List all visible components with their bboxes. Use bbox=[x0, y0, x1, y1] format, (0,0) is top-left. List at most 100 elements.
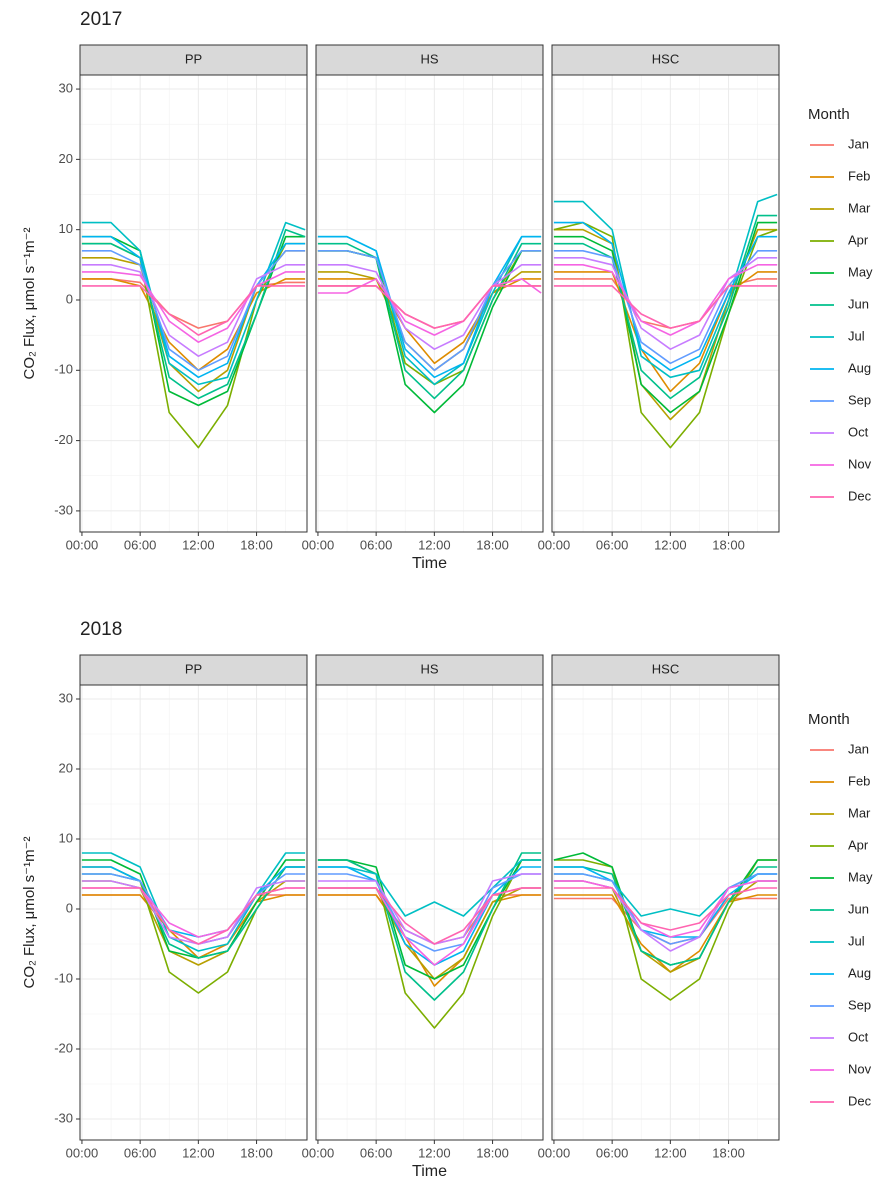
data-line bbox=[317, 285, 542, 329]
legend-label: Oct bbox=[848, 424, 869, 439]
panel-background bbox=[80, 685, 307, 1140]
data-line bbox=[81, 250, 306, 372]
data-line bbox=[317, 859, 542, 917]
panel-background bbox=[316, 75, 543, 532]
data-line bbox=[553, 880, 778, 938]
y-tick-label: -20 bbox=[54, 1040, 73, 1055]
data-line bbox=[553, 873, 778, 945]
data-line bbox=[81, 852, 306, 952]
legend-label: Nov bbox=[848, 1061, 872, 1076]
legend-label: Apr bbox=[848, 232, 869, 247]
y-axis-label: CO₂ Flux, μmol s⁻¹m⁻² bbox=[21, 228, 38, 380]
x-axis-label: Time bbox=[412, 555, 447, 572]
facet-strip bbox=[551, 44, 780, 76]
facet-strip bbox=[79, 44, 308, 76]
facet-label: HS bbox=[420, 661, 438, 676]
data-line bbox=[317, 235, 542, 379]
x-tick-label: 06:00 bbox=[124, 1145, 157, 1160]
x-tick-label: 06:00 bbox=[360, 1145, 393, 1160]
data-line bbox=[317, 894, 542, 987]
data-line bbox=[553, 221, 778, 372]
panel-background bbox=[552, 75, 779, 532]
chart-title: 2017 bbox=[80, 9, 122, 30]
legend-label: Jan bbox=[848, 741, 869, 756]
legend-label: Feb bbox=[848, 168, 870, 183]
x-tick-label: 00:00 bbox=[66, 537, 99, 552]
x-axis-label: Time bbox=[412, 1163, 447, 1180]
y-tick-label: 30 bbox=[59, 80, 73, 95]
legend-label: May bbox=[848, 869, 873, 884]
legend-label: Jul bbox=[848, 933, 865, 948]
x-tick-label: 06:00 bbox=[124, 537, 157, 552]
data-line bbox=[553, 214, 778, 400]
panel-background bbox=[80, 75, 307, 532]
panel-border bbox=[79, 74, 308, 533]
data-line bbox=[553, 285, 778, 329]
y-tick-label: -20 bbox=[54, 432, 73, 447]
x-tick-label: 12:00 bbox=[182, 1145, 215, 1160]
x-tick-label: 18:00 bbox=[712, 537, 745, 552]
data-line bbox=[81, 271, 306, 343]
facet-label: HSC bbox=[652, 51, 679, 66]
y-tick-label: -30 bbox=[54, 502, 73, 517]
facet-label: HSC bbox=[652, 661, 679, 676]
data-line bbox=[81, 235, 306, 379]
x-tick-label: 12:00 bbox=[654, 1145, 687, 1160]
legend-label: May bbox=[848, 264, 873, 279]
facet-strip bbox=[551, 654, 780, 686]
legend-label: Feb bbox=[848, 773, 870, 788]
legend-label: Jan bbox=[848, 136, 869, 151]
facet-strip bbox=[79, 654, 308, 686]
x-tick-label: 06:00 bbox=[596, 537, 629, 552]
legend-label: Jul bbox=[848, 328, 865, 343]
data-line bbox=[553, 264, 778, 336]
legend-label: Sep bbox=[848, 997, 871, 1012]
chart-title: 2018 bbox=[80, 619, 122, 640]
panel-background bbox=[316, 685, 543, 1140]
x-tick-label: 00:00 bbox=[66, 1145, 99, 1160]
data-line bbox=[317, 264, 542, 350]
y-tick-label: -10 bbox=[54, 362, 73, 377]
legend-title: Month bbox=[808, 711, 850, 728]
legend-label: Aug bbox=[848, 360, 871, 375]
y-tick-label: 30 bbox=[59, 690, 73, 705]
legend-label: Jun bbox=[848, 296, 869, 311]
x-tick-label: 06:00 bbox=[596, 1145, 629, 1160]
data-line bbox=[553, 271, 778, 393]
facet-strip bbox=[315, 654, 544, 686]
x-tick-label: 06:00 bbox=[360, 537, 393, 552]
y-tick-label: 0 bbox=[66, 900, 73, 915]
legend-label: Jun bbox=[848, 901, 869, 916]
y-axis-label: CO₂ Flux, μmol s⁻¹m⁻² bbox=[21, 837, 38, 989]
y-tick-label: -30 bbox=[54, 1110, 73, 1125]
legend-title: Month bbox=[808, 106, 850, 123]
x-tick-label: 18:00 bbox=[240, 1145, 273, 1160]
data-line bbox=[553, 859, 778, 1001]
panel-border bbox=[315, 684, 544, 1141]
data-line bbox=[81, 264, 306, 357]
legend-label: Mar bbox=[848, 200, 871, 215]
legend-label: Aug bbox=[848, 965, 871, 980]
data-line bbox=[317, 278, 542, 365]
panel-border bbox=[551, 74, 780, 533]
panel-background bbox=[552, 685, 779, 1140]
x-tick-label: 12:00 bbox=[418, 537, 451, 552]
y-tick-label: 20 bbox=[59, 151, 73, 166]
x-tick-label: 12:00 bbox=[182, 537, 215, 552]
legend-label: Mar bbox=[848, 805, 871, 820]
x-tick-label: 00:00 bbox=[538, 537, 571, 552]
data-line bbox=[553, 257, 778, 350]
data-line bbox=[553, 193, 778, 379]
x-tick-label: 18:00 bbox=[476, 1145, 509, 1160]
data-line bbox=[317, 852, 542, 1001]
legend-label: Apr bbox=[848, 837, 869, 852]
y-tick-label: 20 bbox=[59, 760, 73, 775]
x-tick-label: 12:00 bbox=[654, 537, 687, 552]
facet-label: PP bbox=[185, 661, 202, 676]
facet-label: HS bbox=[420, 51, 438, 66]
legend-label: Sep bbox=[848, 392, 871, 407]
x-tick-label: 00:00 bbox=[538, 1145, 571, 1160]
x-tick-label: 12:00 bbox=[418, 1145, 451, 1160]
legend-label: Dec bbox=[848, 1093, 872, 1108]
data-line bbox=[317, 887, 542, 945]
